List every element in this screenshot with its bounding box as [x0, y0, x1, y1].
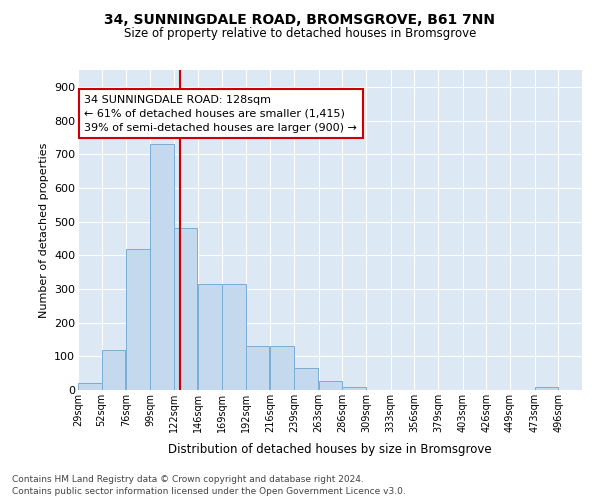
Y-axis label: Number of detached properties: Number of detached properties [38, 142, 49, 318]
Bar [271, 346, 294, 390]
Bar [343, 386, 366, 390]
Text: 34, SUNNINGDALE ROAD, BROMSGROVE, B61 7NN: 34, SUNNINGDALE ROAD, BROMSGROVE, B61 7N… [104, 12, 496, 26]
Bar [245, 346, 269, 390]
Bar [199, 284, 222, 390]
Bar [101, 350, 125, 390]
Bar [78, 384, 101, 390]
Bar [222, 284, 245, 390]
Text: Distribution of detached houses by size in Bromsgrove: Distribution of detached houses by size … [168, 442, 492, 456]
Bar [150, 144, 173, 390]
Bar [294, 368, 317, 390]
Bar [173, 228, 197, 390]
Text: Contains HM Land Registry data © Crown copyright and database right 2024.: Contains HM Land Registry data © Crown c… [12, 475, 364, 484]
Text: Contains public sector information licensed under the Open Government Licence v3: Contains public sector information licen… [12, 488, 406, 496]
Text: 34 SUNNINGDALE ROAD: 128sqm
← 61% of detached houses are smaller (1,415)
39% of : 34 SUNNINGDALE ROAD: 128sqm ← 61% of det… [84, 95, 357, 133]
Text: Size of property relative to detached houses in Bromsgrove: Size of property relative to detached ho… [124, 28, 476, 40]
Bar [127, 248, 150, 390]
Bar [319, 380, 343, 390]
Bar [535, 388, 559, 390]
